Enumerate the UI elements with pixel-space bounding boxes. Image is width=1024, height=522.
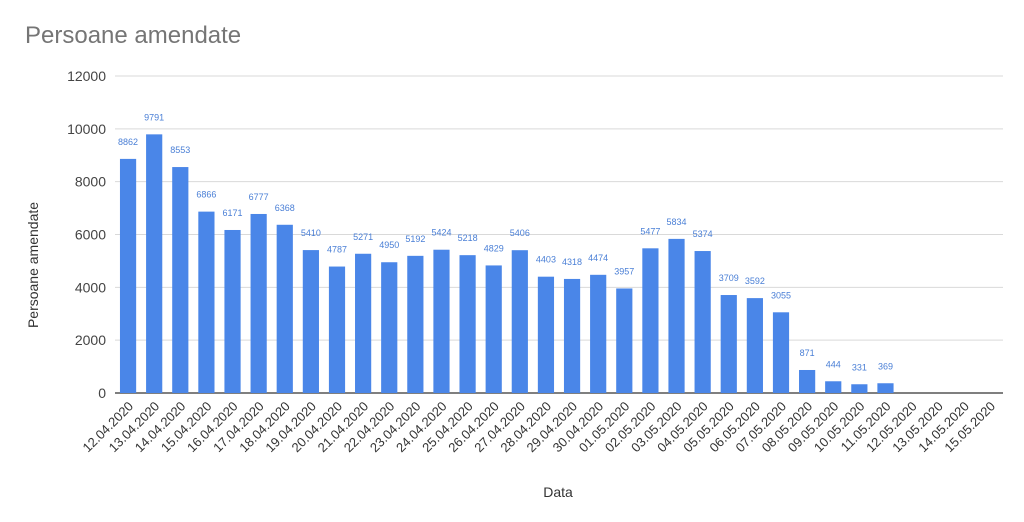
data-label: 5374 [693,229,713,239]
y-axis-label: Persoane amendate [25,202,41,328]
data-label: 3592 [745,276,765,286]
bar [276,224,293,393]
data-label: 444 [826,359,841,369]
data-label: 8553 [170,145,190,155]
bar [119,158,137,393]
data-labels: 8862 9791 8553 6866 6171 6777 6368 5410 4787 5271… [118,112,893,372]
data-label: 3957 [614,266,634,276]
bar [799,369,816,393]
data-label: 331 [852,362,867,372]
bar [877,383,894,393]
bar [720,295,737,393]
data-label: 5424 [431,228,451,238]
data-label: 5192 [405,234,425,244]
y-tick-label: 8000 [75,174,106,190]
bar [851,384,868,393]
data-label: 4474 [588,253,608,263]
bar [694,251,711,393]
data-label: 5834 [667,217,687,227]
x-axis-ticks: 12.04.202013.04.202014.04.202015.04.2020… [80,399,999,456]
bars [119,134,894,393]
data-label: 8862 [118,137,138,147]
chart-title: Persoane amendate [25,22,242,49]
data-label: 4829 [484,243,504,253]
data-label: 5406 [510,228,530,238]
data-label: 6777 [249,192,269,202]
bar [537,276,555,393]
y-tick-label: 4000 [75,279,106,295]
bar [224,229,241,393]
data-label: 5271 [353,232,373,242]
y-tick-label: 12000 [67,68,106,84]
y-tick-label: 0 [98,385,106,401]
data-label: 3709 [719,273,739,283]
bar [433,249,450,393]
bar [250,213,267,393]
bar [616,288,633,393]
bar [328,266,346,393]
bar [590,274,607,393]
data-label: 4318 [562,257,582,267]
bar [642,248,659,393]
y-tick-label: 10000 [67,121,106,137]
data-label: 6171 [223,208,243,218]
data-label: 6368 [275,203,295,213]
bar [746,298,763,393]
bar [459,255,476,393]
bar [302,250,319,393]
bar [407,255,424,393]
y-axis-ticks: 0 2000 4000 6000 8000 10000 12000 [67,68,106,401]
data-label: 9791 [144,112,164,122]
data-label: 369 [878,361,893,371]
data-label: 5477 [640,226,660,236]
data-label: 3055 [771,290,791,300]
data-label: 5218 [458,233,478,243]
bar [511,250,528,393]
bar [825,381,842,393]
gridlines [115,75,1003,394]
bar [668,238,685,393]
x-axis-label: Data [543,484,573,500]
data-label: 4787 [327,245,347,255]
bar [381,262,398,393]
bar [563,278,581,393]
data-label: 6866 [196,190,216,200]
bar [355,253,372,393]
data-label: 871 [800,348,815,358]
data-label: 5410 [301,228,321,238]
y-tick-label: 6000 [75,227,106,243]
data-label: 4950 [379,240,399,250]
bar [772,312,790,393]
bar [172,167,189,393]
data-label: 4403 [536,255,556,265]
bar [198,211,215,393]
y-tick-label: 2000 [75,332,106,348]
bar [485,265,502,393]
bar [146,134,163,393]
